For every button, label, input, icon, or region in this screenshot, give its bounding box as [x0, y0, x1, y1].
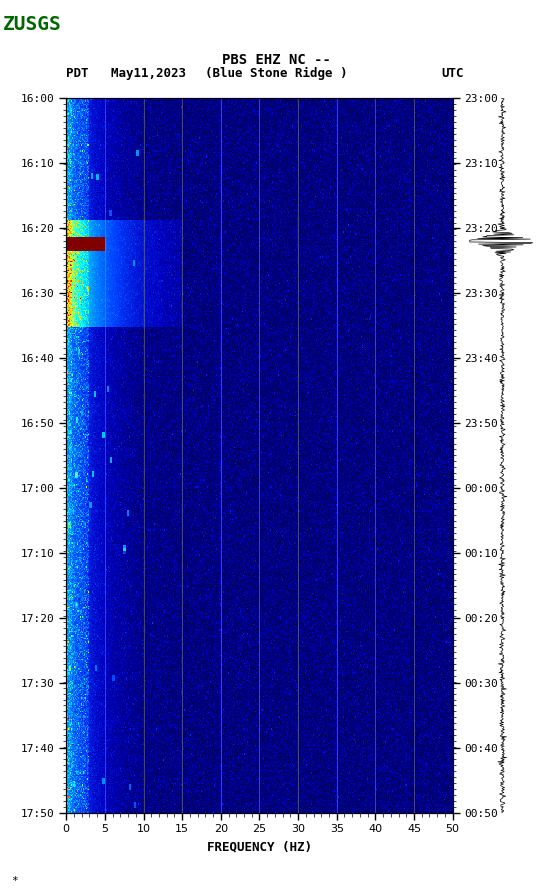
Text: PDT   May11,2023: PDT May11,2023 — [66, 67, 186, 80]
Text: PBS EHZ NC --: PBS EHZ NC -- — [221, 53, 331, 67]
Text: UTC: UTC — [442, 67, 464, 80]
Text: (Blue Stone Ridge ): (Blue Stone Ridge ) — [205, 67, 347, 80]
Text: ZUSGS: ZUSGS — [3, 15, 62, 34]
X-axis label: FREQUENCY (HZ): FREQUENCY (HZ) — [207, 840, 312, 853]
Text: *: * — [11, 876, 18, 886]
